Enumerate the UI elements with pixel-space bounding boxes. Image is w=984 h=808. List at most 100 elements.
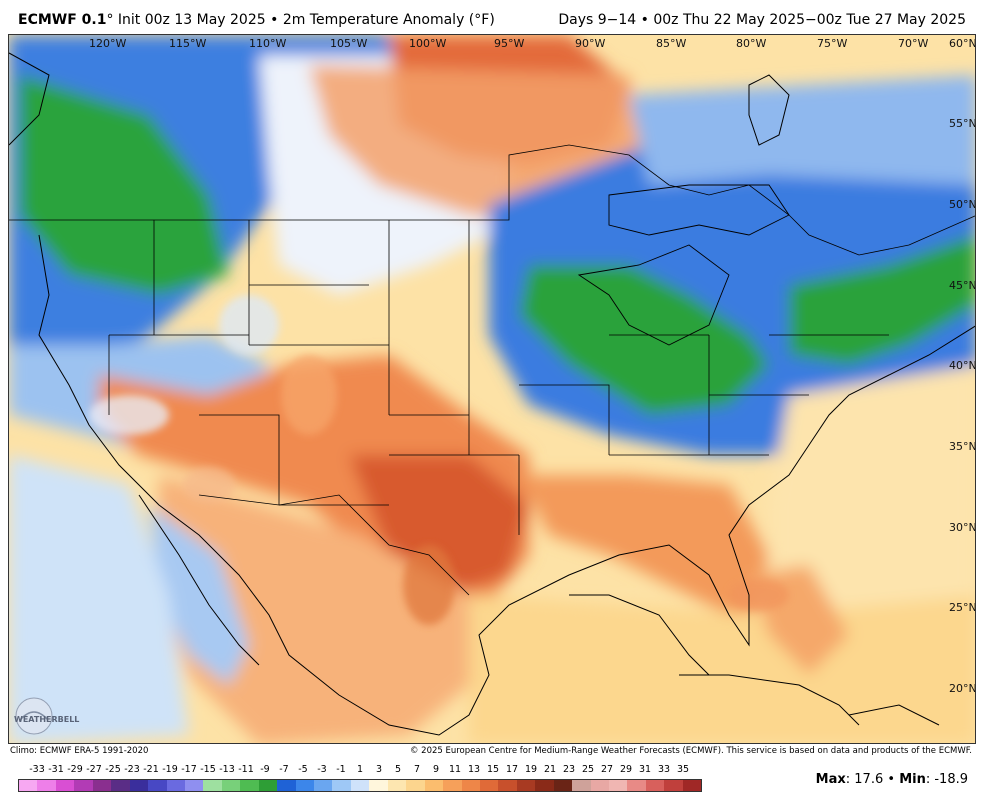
legend-tick-label: -17 (181, 764, 197, 775)
legend-tick-label: -27 (86, 764, 102, 775)
legend-tick-label: -15 (200, 764, 216, 775)
legend-tick-label: -19 (162, 764, 178, 775)
legend-swatch (37, 780, 56, 791)
min-label: Min (899, 772, 926, 787)
legend-tick-label: -23 (124, 764, 140, 775)
lat-label: 35°N (949, 440, 976, 453)
legend-swatch (369, 780, 388, 791)
legend-swatch (92, 780, 112, 791)
legend-tick-label: -25 (105, 764, 121, 775)
coastlines (9, 52, 975, 736)
legend-swatch (240, 780, 259, 791)
legend-swatch (314, 780, 333, 791)
lat-label: 25°N (949, 601, 976, 614)
lat-label: 60°N (949, 37, 976, 50)
legend-swatch (203, 780, 222, 791)
svg-text:WEATHERBELL: WEATHERBELL (14, 715, 79, 724)
legend-swatch (277, 780, 296, 791)
legend-swatch (111, 780, 130, 791)
map-canvas: 120°W 115°W 110°W 105°W 100°W 95°W 90°W … (9, 35, 976, 743)
lon-label: 70°W (898, 37, 928, 50)
legend-swatch (387, 780, 407, 791)
legend-swatch (609, 780, 628, 791)
legend-swatch (55, 780, 75, 791)
legend-tick-label: -5 (298, 764, 308, 775)
legend-swatch (350, 780, 370, 791)
legend-colorbar (18, 779, 702, 792)
anomaly-map: 120°W 115°W 110°W 105°W 100°W 95°W 90°W … (8, 34, 976, 744)
weatherbell-logo: WEATHERBELL (12, 694, 98, 738)
legend-tick-label: -31 (48, 764, 64, 775)
legend-tick-label: 21 (543, 764, 557, 775)
max-label: Max (815, 772, 846, 787)
legend-tick-label: 11 (448, 764, 462, 775)
lon-label: 80°W (736, 37, 766, 50)
lon-label: 120°W (89, 37, 126, 50)
anomaly-field (9, 35, 975, 743)
legend-swatch (424, 780, 444, 791)
legend-swatch (443, 780, 462, 791)
political-borders (9, 144, 975, 596)
legend-tick-label: -7 (279, 764, 289, 775)
legend-tick-label: -1 (336, 764, 346, 775)
legend-swatch (590, 780, 609, 791)
lat-label: 40°N (949, 359, 976, 372)
legend-tick-label: -11 (238, 764, 254, 775)
legend-swatch (258, 780, 278, 791)
legend-swatch (682, 780, 702, 791)
legend-swatch (406, 780, 425, 791)
lat-label: 20°N (949, 682, 976, 695)
legend-swatch (221, 780, 241, 791)
lon-label: 100°W (409, 37, 446, 50)
legend-tick-label: 3 (375, 764, 383, 775)
lon-label: 95°W (494, 37, 524, 50)
legend-swatch (535, 780, 554, 791)
lon-label: 105°W (330, 37, 367, 50)
legend-swatch (295, 780, 314, 791)
lat-label: 30°N (949, 521, 976, 534)
legend-tick-label: 23 (562, 764, 576, 775)
copyright: © 2025 European Centre for Medium-Range … (409, 746, 972, 756)
legend-tick-label: 5 (394, 764, 402, 775)
max-min-stats: Max: 17.6 • Min: -18.9 (815, 772, 968, 787)
lon-label: 115°W (169, 37, 206, 50)
legend-swatch (332, 780, 351, 791)
lon-label: 75°W (817, 37, 847, 50)
legend-tick-label: -9 (260, 764, 270, 775)
legend-tick-label: 25 (581, 764, 595, 775)
legend-tick-label: 1 (356, 764, 364, 775)
legend-swatch (645, 780, 665, 791)
legend-tick-label: -33 (29, 764, 45, 775)
map-header: ECMWF 0.1° Init 00z 13 May 2025 • 2m Tem… (0, 0, 984, 34)
legend-tick-label: 9 (432, 764, 440, 775)
legend-swatch (498, 780, 517, 791)
legend-swatch (627, 780, 646, 791)
legend-swatch (461, 780, 480, 791)
lat-label: 55°N (949, 117, 976, 130)
legend-tick-label: 13 (467, 764, 481, 775)
legend-swatch (184, 780, 204, 791)
legend-swatch (129, 780, 149, 791)
legend-swatch (572, 780, 591, 791)
legend-swatch (148, 780, 167, 791)
legend-tick-label: 31 (638, 764, 652, 775)
legend-swatch (74, 780, 93, 791)
init-time: Init 00z 13 May 2025 (117, 12, 266, 28)
latitude-labels: 60°N 55°N 50°N 45°N 40°N 35°N 30°N 25°N … (949, 37, 976, 695)
legend-swatch (664, 780, 683, 791)
model-name: ECMWF 0.1 (18, 12, 107, 28)
legend-tick-label: -29 (67, 764, 83, 775)
longitude-labels: 120°W 115°W 110°W 105°W 100°W 95°W 90°W … (89, 37, 928, 50)
field-name: 2m Temperature Anomaly (°F) (282, 12, 495, 28)
legend-tick-label: 33 (657, 764, 671, 775)
legend-swatch (166, 780, 185, 791)
color-legend: -33 -31 -29 -27 -25 -23 -21 -19 -17 -15 -13 -11 -9 -7… (10, 764, 710, 796)
lat-label: 50°N (949, 198, 976, 211)
valid-period: Days 9−14 • 00z Thu 22 May 2025−00z Tue … (558, 12, 966, 28)
legend-tick-label: -3 (317, 764, 327, 775)
min-value: -18.9 (934, 772, 968, 787)
max-value: 17.6 (854, 772, 884, 787)
legend-swatch (553, 780, 573, 791)
legend-tick-label: 35 (676, 764, 690, 775)
legend-tick-label: -13 (219, 764, 235, 775)
